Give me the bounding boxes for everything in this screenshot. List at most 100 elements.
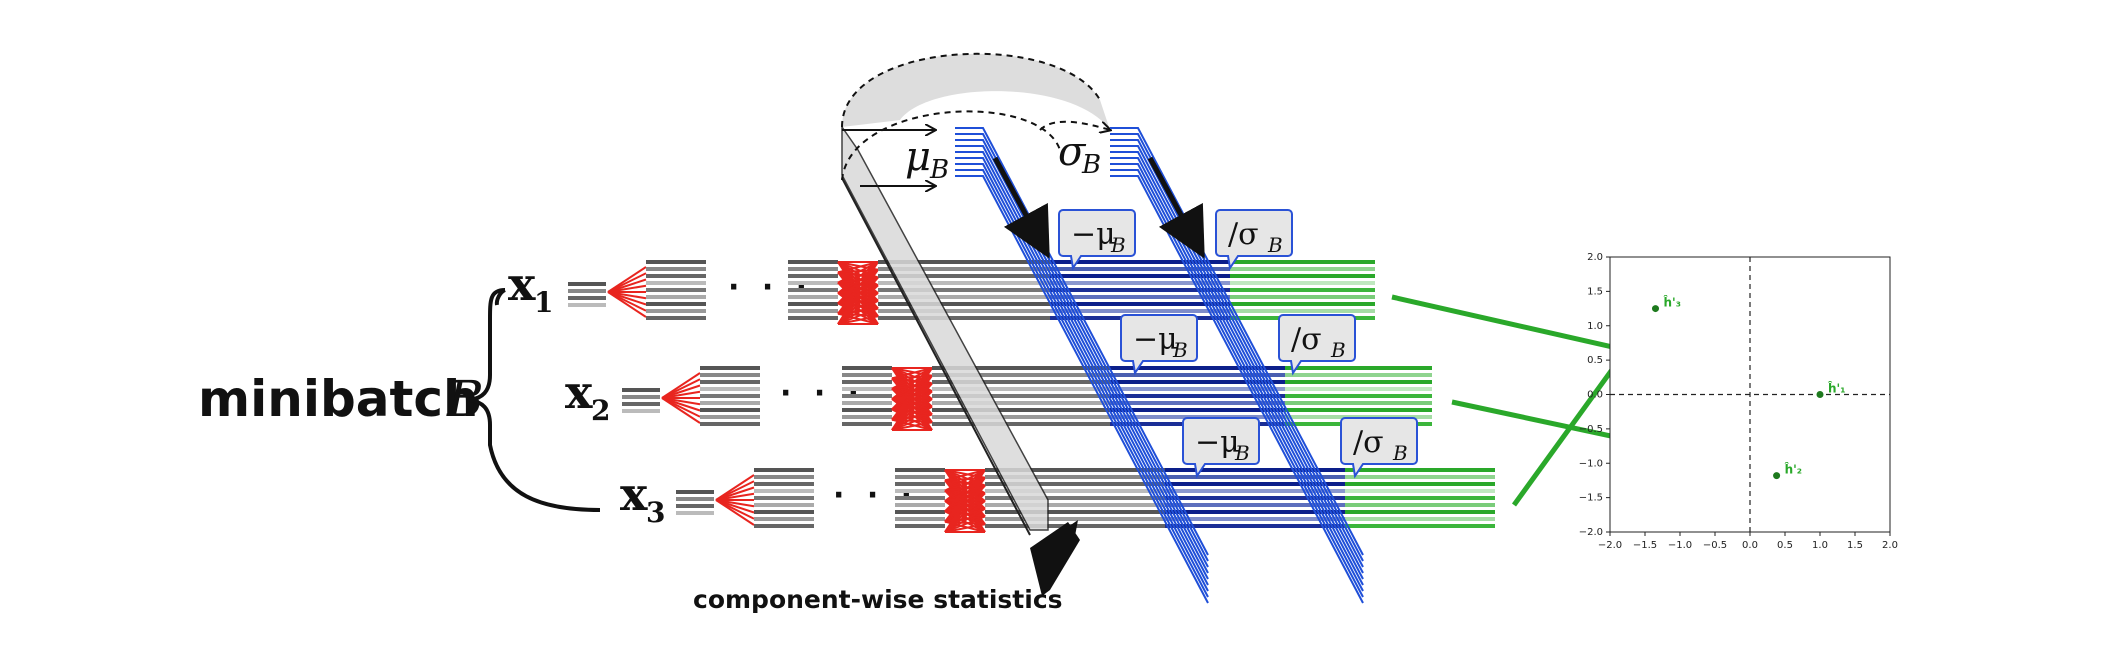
network-edge xyxy=(837,284,879,325)
callout-minus-mu-1: −μB xyxy=(1058,209,1136,271)
band-line xyxy=(955,133,1209,562)
callout-subscript: B xyxy=(1234,441,1250,465)
caption-component-wise-statistics: component-wise statistics xyxy=(693,585,1063,614)
sigma-arrow xyxy=(1147,156,1205,259)
callout-text: −μ xyxy=(1133,322,1178,357)
network-edge xyxy=(891,367,933,390)
point-h2 xyxy=(1773,472,1781,480)
band-line xyxy=(955,157,1209,586)
y-tick-label: 0.5 xyxy=(1587,355,1603,366)
callout-box xyxy=(1058,209,1136,271)
y-tick-label: −0.5 xyxy=(1579,424,1603,435)
y-tick-label: 2.0 xyxy=(1587,252,1603,263)
feature-rows: · · · · · · · · · xyxy=(568,260,1495,533)
band-line xyxy=(955,163,1209,592)
network-edge xyxy=(891,390,933,431)
x-tick-label: −1.0 xyxy=(1668,540,1692,551)
network-edge xyxy=(944,500,986,533)
band-line xyxy=(955,127,1209,556)
feature-row-2: · · · xyxy=(622,366,1432,431)
callout-text: /σ xyxy=(1353,425,1384,460)
sigma-b-label: σ B xyxy=(1058,129,1101,180)
network-edge xyxy=(715,486,755,501)
x-tick-label: −0.5 xyxy=(1703,540,1727,551)
statistics-arrow xyxy=(1030,520,1080,596)
band-line xyxy=(1110,157,1364,586)
network-edge xyxy=(944,507,986,533)
network-edge xyxy=(944,469,986,502)
normalization-bands xyxy=(955,127,1364,604)
point-label-h2: ĥ'₂ xyxy=(1784,462,1802,477)
network-edge xyxy=(891,405,933,431)
band-line xyxy=(1110,145,1364,574)
network-edge xyxy=(891,421,933,431)
svg-text:2: 2 xyxy=(591,394,610,427)
svg-text:1: 1 xyxy=(534,286,553,319)
callout-box xyxy=(1182,417,1260,479)
network-edge xyxy=(715,499,755,526)
network-icon xyxy=(661,372,701,424)
x-tick-label: 0.5 xyxy=(1777,540,1793,551)
callout-subscript: B xyxy=(1110,233,1126,257)
y-tick-label: 0.0 xyxy=(1587,390,1603,401)
network-icon xyxy=(891,367,933,431)
callout-div-sigma-1: /σ B xyxy=(1215,209,1293,271)
x-tick-label: −1.5 xyxy=(1633,540,1657,551)
band-line xyxy=(955,175,1209,604)
network-edge xyxy=(607,291,647,318)
point-h1 xyxy=(1816,391,1824,398)
svg-text:σ: σ xyxy=(1058,129,1087,175)
svg-text:x: x xyxy=(508,257,536,311)
svg-text:minibatch: minibatch xyxy=(198,370,479,428)
band-line xyxy=(1110,175,1364,604)
network-edge xyxy=(944,523,986,533)
network-edge xyxy=(837,261,879,274)
y-tick-label: 1.0 xyxy=(1587,321,1603,332)
network-edge xyxy=(837,315,879,325)
callout-text: /σ xyxy=(1291,322,1322,357)
callout-subscript: B xyxy=(1172,338,1188,362)
svg-text:x: x xyxy=(620,467,648,521)
network-icon xyxy=(607,266,647,318)
point-label-h3: ĥ'₃ xyxy=(1663,295,1681,310)
callout-subscript: B xyxy=(1267,233,1283,257)
network-edge xyxy=(944,507,986,523)
band-line xyxy=(1110,133,1364,562)
callout-text: /σ xyxy=(1228,217,1259,252)
sigma-band xyxy=(1110,127,1364,604)
callout-text: −μ xyxy=(1195,425,1240,460)
network-edge xyxy=(837,307,879,325)
input-x3-label: x 3 xyxy=(620,467,665,529)
x-tick-label: 1.0 xyxy=(1812,540,1828,551)
x-tick-label: 1.5 xyxy=(1847,540,1863,551)
network-edge xyxy=(661,397,701,424)
svg-text:B: B xyxy=(1081,150,1101,180)
arc-to-mu xyxy=(842,53,1110,130)
x-tick-label: 2.0 xyxy=(1882,540,1898,551)
network-edge xyxy=(607,278,647,293)
svg-text:B: B xyxy=(929,155,949,185)
operation-callouts: −μB/σ B−μB/σ B−μB/σ B xyxy=(1058,209,1418,479)
network-edge xyxy=(661,384,701,399)
callout-subscript: B xyxy=(1392,441,1408,465)
network-edge xyxy=(661,390,701,399)
callout-minus-mu-2: −μB xyxy=(1120,314,1198,376)
y-tick-label: −1.5 xyxy=(1579,493,1603,504)
x-tick-label: 0.0 xyxy=(1742,540,1758,551)
y-tick-label: −1.0 xyxy=(1579,458,1603,469)
network-edge xyxy=(891,413,933,431)
network-edge xyxy=(837,299,879,325)
callout-div-sigma-3: /σ B xyxy=(1340,417,1418,479)
feature-row-1: · · · xyxy=(568,260,1375,325)
network-edge xyxy=(715,492,755,501)
network-icon xyxy=(944,469,986,533)
feature-row-3: · · · xyxy=(676,468,1495,533)
point-label-h1: ĥ'₁ xyxy=(1827,381,1845,396)
network-edge xyxy=(837,299,879,315)
band-line xyxy=(955,169,1209,598)
network-edge xyxy=(944,469,986,492)
band-line xyxy=(1110,151,1364,580)
band-line xyxy=(1110,127,1364,556)
